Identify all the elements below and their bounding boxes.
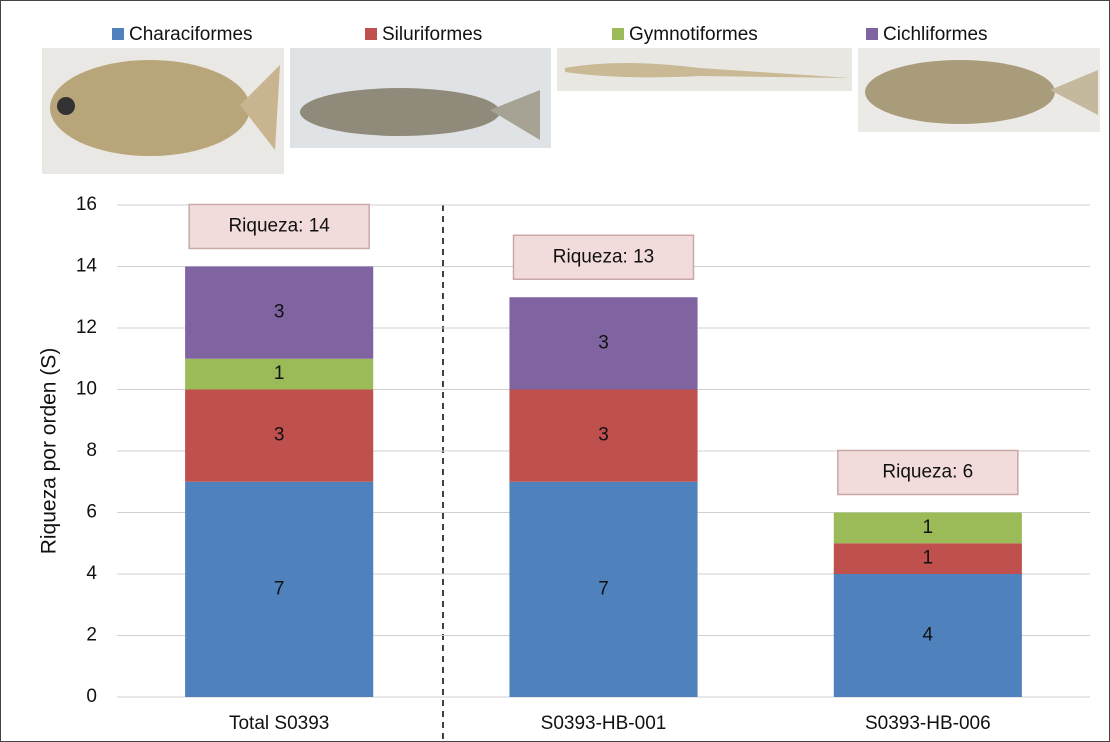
x-tick-label: S0393-HB-001 [541, 713, 667, 734]
value-label: 4 [923, 625, 934, 646]
annotation: Riqueza: 6 [882, 462, 973, 483]
bar-segment [185, 481, 374, 697]
bar-segment [509, 481, 698, 697]
fish [300, 88, 500, 136]
legend-label: Siluriformes [382, 24, 482, 45]
annotation: Riqueza: 14 [228, 216, 330, 237]
fish-photos [42, 48, 1100, 174]
value-label: 7 [274, 578, 285, 599]
fish-tail [240, 65, 280, 150]
legend-swatch [112, 28, 124, 40]
x-tick-label: Total S0393 [229, 713, 329, 734]
bar-segment [185, 358, 374, 390]
fish [865, 60, 1055, 124]
value-label: 1 [923, 548, 934, 569]
x-tick-label: S0393-HB-006 [865, 713, 991, 734]
value-label: 3 [274, 302, 285, 323]
fish-tail [490, 90, 540, 140]
y-tick-label: 2 [86, 625, 97, 646]
legend-swatch [866, 28, 878, 40]
y-tick-label: 6 [86, 502, 97, 523]
value-label: 1 [923, 517, 934, 538]
annotation: Riqueza: 13 [553, 246, 654, 267]
legend-swatch [365, 28, 377, 40]
y-tick-label: 4 [86, 563, 97, 584]
fish-tail [1050, 70, 1098, 115]
annotation-box [188, 203, 370, 250]
y-tick-label: 8 [86, 440, 97, 461]
fish-eye [57, 97, 75, 115]
annotation-box [512, 234, 695, 280]
legend-swatch [612, 28, 624, 40]
bar-segment [509, 297, 698, 390]
fish [565, 63, 850, 78]
value-label: 3 [274, 425, 285, 446]
bar-segment [185, 266, 374, 359]
bar-segment [833, 512, 1022, 544]
y-tick-label: 0 [86, 686, 97, 707]
bar-segment [833, 574, 1022, 697]
bar-segment [185, 389, 374, 482]
annotation-box [837, 449, 1019, 496]
y-tick-label: 12 [76, 317, 97, 338]
value-label: 1 [274, 363, 285, 384]
bar-segment [509, 389, 698, 482]
legend-label: Cichliformes [883, 24, 988, 45]
value-label: 7 [598, 578, 609, 599]
y-tick-label: 16 [76, 194, 97, 215]
bar-segment [833, 543, 1022, 574]
value-label: 3 [598, 332, 609, 353]
fish [50, 60, 250, 156]
legend-label: Characiformes [129, 24, 253, 45]
y-tick-label: 14 [76, 256, 98, 277]
legend-label: Gymnotiformes [629, 24, 758, 45]
value-label: 3 [598, 425, 609, 446]
y-axis-label: Riqueza por orden (S) [38, 348, 61, 555]
y-tick-label: 10 [76, 379, 97, 400]
